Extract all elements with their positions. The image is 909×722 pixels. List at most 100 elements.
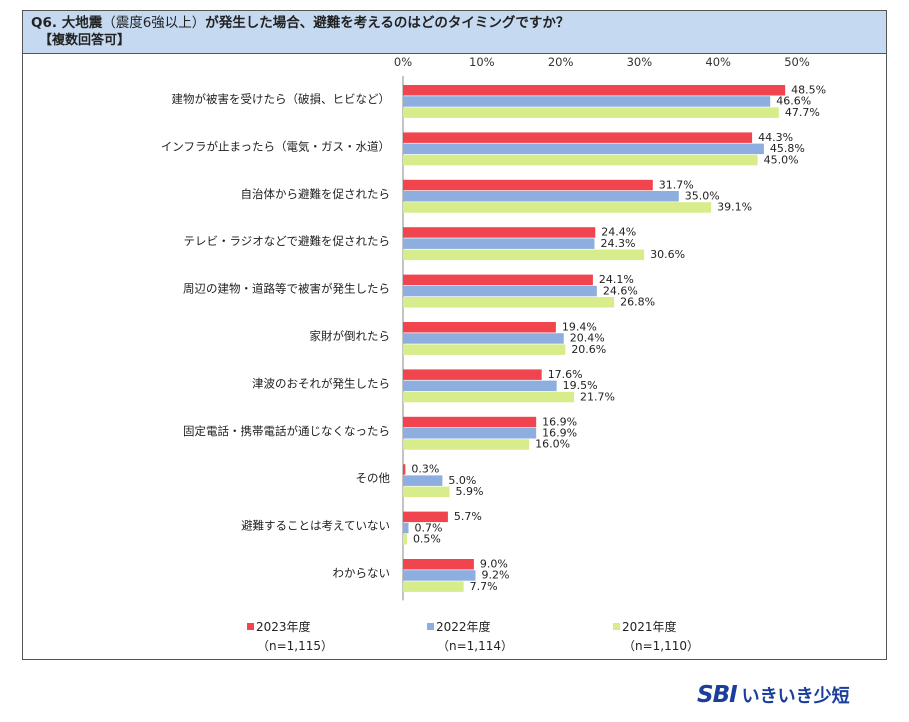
bar	[403, 85, 786, 96]
bar	[403, 380, 557, 392]
bar	[403, 191, 679, 202]
bar	[403, 179, 653, 191]
bar	[403, 522, 409, 534]
bar	[403, 333, 564, 344]
category-label: 建物が被害を受けたら（破損、ヒビなど）	[172, 92, 391, 106]
data-label: 5.0%	[448, 474, 476, 487]
bar	[403, 238, 595, 249]
chart-frame: Q6. 大地震（震度6強以上）が発生した場合、避難を考えるのはどのタイミングです…	[22, 10, 887, 660]
bar	[403, 534, 407, 545]
data-label: 0.5%	[413, 533, 441, 546]
data-label: 16.9%	[542, 415, 577, 428]
data-label: 47.7%	[785, 106, 820, 119]
bar	[403, 581, 464, 592]
chart-header: Q6. 大地震（震度6強以上）が発生した場合、避難を考えるのはどのタイミングです…	[23, 11, 886, 54]
bar	[403, 416, 537, 428]
category-label: 周辺の建物・道路等で被害が発生したら	[183, 282, 390, 296]
x-tick-label: 20%	[548, 55, 574, 69]
legend-swatch	[247, 623, 254, 630]
data-label: 20.6%	[571, 343, 606, 356]
bar	[403, 322, 556, 333]
legend-label: 2023年度	[256, 619, 311, 634]
brand-name: いきいき少短	[741, 686, 850, 707]
bar	[403, 391, 574, 403]
bar	[403, 570, 476, 581]
legend-swatch	[427, 623, 434, 630]
x-tick-label: 30%	[627, 55, 653, 69]
bar	[403, 344, 566, 355]
bar	[403, 511, 448, 523]
bar	[403, 297, 615, 308]
data-label: 19.5%	[563, 379, 598, 392]
data-label: 20.4%	[570, 332, 605, 345]
category-label: 津波のおそれが発生したら	[252, 376, 390, 390]
data-label: 0.3%	[411, 463, 439, 476]
data-label: 16.0%	[535, 438, 570, 451]
bar	[403, 439, 530, 450]
category-label: その他	[356, 471, 391, 485]
bar	[403, 249, 645, 261]
data-label: 44.3%	[758, 131, 793, 144]
bar	[403, 132, 753, 143]
bar	[403, 96, 771, 107]
bar	[403, 154, 758, 166]
brand-logo: SBI いきいき少短	[697, 680, 850, 710]
legend-n: （n=1,114）	[437, 639, 513, 653]
category-label: 自治体から避難を促されたら	[241, 187, 391, 201]
bar	[403, 143, 764, 155]
data-label: 21.7%	[580, 390, 615, 403]
data-label: 24.6%	[603, 284, 638, 297]
bar	[403, 202, 712, 213]
data-label: 5.7%	[454, 510, 482, 523]
title-rest: が発生した場合、避難を考えるのはどのタイミングですか？	[205, 15, 570, 31]
data-label: 31.7%	[659, 178, 694, 191]
chart-title: Q6. 大地震（震度6強以上）が発生した場合、避難を考えるのはどのタイミングです…	[31, 14, 878, 32]
data-label: 26.8%	[620, 296, 655, 309]
title-paren: （震度6強以上）	[102, 15, 206, 31]
bar	[403, 475, 443, 486]
data-label: 0.7%	[415, 521, 443, 534]
data-label: 9.2%	[481, 569, 509, 582]
data-label: 48.5%	[791, 84, 826, 97]
x-tick-label: 50%	[784, 55, 810, 69]
data-label: 39.1%	[717, 201, 752, 214]
x-tick-label: 10%	[469, 55, 495, 69]
legend-n: （n=1,110）	[623, 639, 699, 653]
title-main: Q6. 大地震	[31, 15, 103, 31]
bar	[403, 559, 474, 570]
bar	[403, 285, 597, 297]
data-label: 5.9%	[455, 485, 483, 498]
bar	[403, 464, 406, 475]
legend-n: （n=1,115）	[257, 639, 333, 653]
bar	[403, 486, 450, 498]
category-label: インフラが止まったら（電気・ガス・水道）	[161, 139, 390, 153]
bar	[403, 227, 596, 238]
data-label: 16.9%	[542, 427, 577, 440]
category-label: テレビ・ラジオなどで避難を促されたら	[183, 234, 390, 248]
bar	[403, 107, 779, 118]
x-tick-label: 40%	[705, 55, 731, 69]
data-label: 24.3%	[600, 237, 635, 250]
data-label: 9.0%	[480, 558, 508, 571]
bar	[403, 274, 593, 286]
bar	[403, 428, 537, 439]
legend-label: 2021年度	[622, 619, 677, 634]
data-label: 35.0%	[685, 190, 720, 203]
chart-subtitle: 【複数回答可】	[39, 33, 131, 48]
brand-logo-sbi: SBI	[697, 682, 738, 708]
legend-swatch	[613, 623, 620, 630]
category-label: 避難することは考えていない	[241, 519, 390, 533]
category-label: 固定電話・携帯電話が通じなくなったら	[183, 424, 390, 438]
data-label: 19.4%	[562, 321, 597, 334]
legend-label: 2022年度	[436, 619, 491, 634]
data-label: 17.6%	[548, 368, 583, 381]
data-label: 46.6%	[776, 95, 811, 108]
bar	[403, 369, 542, 380]
data-label: 45.0%	[764, 153, 799, 166]
category-label: わからない	[333, 566, 391, 580]
data-label: 7.7%	[470, 580, 498, 593]
category-label: 家財が倒れたら	[310, 329, 391, 343]
x-tick-label: 0%	[394, 55, 412, 69]
data-label: 30.6%	[650, 248, 685, 261]
